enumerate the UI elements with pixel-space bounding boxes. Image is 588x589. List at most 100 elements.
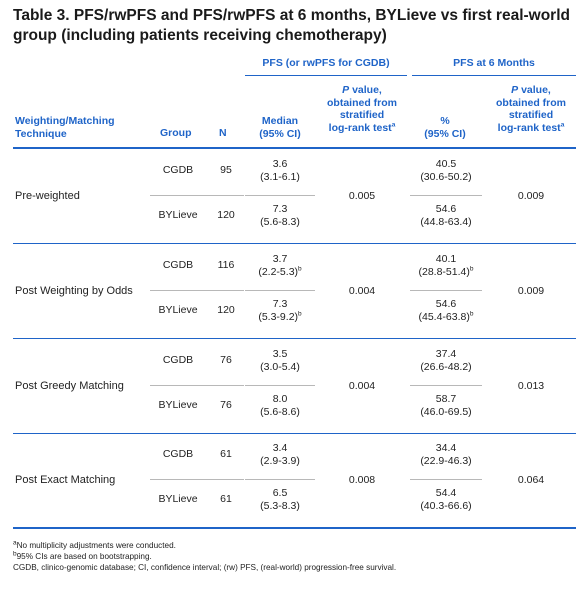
p-value-pfs: 0.004: [348, 380, 376, 392]
median-ci: (2.2-5.3)b: [258, 265, 302, 278]
percent-cell: 40.1 (28.8-51.4)b: [410, 253, 482, 279]
block-separator: [13, 243, 576, 244]
row-separator: [245, 385, 315, 386]
percent-ci: (46.0-69.5): [420, 406, 472, 418]
row-separator: [410, 290, 482, 291]
median-ci: (5.6-8.6): [260, 406, 300, 418]
p-value-pfs: 0.004: [348, 285, 376, 297]
percent-value: 54.6: [435, 298, 457, 310]
median-value: 3.6: [272, 158, 288, 170]
footnote-abbreviations: CGDB, clinico-genomic database; CI, conf…: [13, 563, 397, 572]
n-value: 120: [217, 304, 235, 316]
header-percent: % (95% CI): [424, 115, 466, 140]
percent-cell: 40.5 (30.6-50.2): [410, 158, 482, 184]
title-line-2: group (including patients receiving chem…: [13, 26, 387, 44]
median-value: 7.3: [272, 298, 288, 310]
median-ci: (3.1-6.1): [260, 171, 300, 183]
rule-header-bottom: [13, 147, 576, 149]
percent-value: 37.4: [435, 348, 457, 360]
p-value-pfs6: 0.013: [517, 380, 545, 392]
percent-cell: 54.6 (45.4-63.8)b: [410, 298, 482, 324]
percent-ci: (44.8-63.4): [420, 216, 472, 228]
n-value: 61: [220, 493, 232, 505]
group-label: CGDB: [162, 448, 194, 460]
header-technique: Weighting/Matching Technique: [15, 115, 115, 140]
median-value: 8.0: [272, 393, 288, 405]
percent-value: 40.5: [435, 158, 457, 170]
median-cell: 3.7 (2.2-5.3)b: [245, 253, 315, 279]
p-value-pfs6: 0.009: [517, 190, 545, 202]
rule-pfs6-group: [412, 75, 576, 76]
group-label: BYLieve: [158, 493, 198, 505]
median-cell: 7.3 (5.3-9.2)b: [245, 298, 315, 324]
title-line-1: Table 3. PFS/rwPFS and PFS/rwPFS at 6 mo…: [13, 7, 570, 24]
footnote-a: aNo multiplicity adjustments were conduc…: [13, 539, 176, 550]
n-value: 76: [220, 354, 232, 366]
percent-value: 54.4: [435, 487, 457, 499]
median-cell: 3.4 (2.9-3.9): [245, 442, 315, 468]
header-group: Group: [160, 127, 192, 139]
row-separator: [245, 290, 315, 291]
group-label: BYLieve: [158, 399, 198, 411]
n-value: 120: [217, 209, 235, 221]
percent-ci: (28.8-51.4)b: [418, 265, 474, 278]
group-label: CGDB: [162, 164, 194, 176]
technique-label: Post Greedy Matching: [15, 380, 124, 392]
percent-cell: 54.4 (40.3-66.6): [410, 487, 482, 513]
median-value: 3.7: [272, 253, 288, 265]
technique-label: Post Exact Matching: [15, 474, 116, 486]
percent-value: 58.7: [435, 393, 457, 405]
median-ci: (5.3-8.3): [260, 500, 300, 512]
median-value: 7.3: [272, 203, 288, 215]
row-separator: [410, 479, 482, 480]
block-separator: [13, 527, 576, 529]
technique-label: Post Weighting by Odds: [15, 285, 133, 297]
technique-label: Pre-weighted: [15, 190, 80, 202]
header-median: Median (95% CI): [259, 115, 301, 140]
row-separator: [410, 195, 482, 196]
median-ci: (2.9-3.9): [260, 455, 300, 467]
percent-ci: (40.3-66.6): [420, 500, 472, 512]
percent-value: 54.6: [435, 203, 457, 215]
percent-ci: (45.4-63.8)b: [418, 310, 474, 323]
block-separator: [13, 338, 576, 339]
row-separator: [150, 195, 244, 196]
n-value: 76: [220, 399, 232, 411]
median-ci: (5.6-8.3): [260, 216, 300, 228]
row-separator: [245, 479, 315, 480]
median-cell: 3.6 (3.1-6.1): [245, 158, 315, 184]
p-value-pfs: 0.008: [348, 474, 376, 486]
percent-ci: (22.9-46.3): [420, 455, 472, 467]
header-pvalue-pfs6: P value, obtained from stratified log-ra…: [496, 84, 566, 134]
group-label: CGDB: [162, 354, 194, 366]
percent-ci: (30.6-50.2): [420, 171, 472, 183]
row-separator: [150, 290, 244, 291]
row-separator: [245, 195, 315, 196]
median-cell: 7.3 (5.6-8.3): [245, 203, 315, 229]
group-label: BYLieve: [158, 209, 198, 221]
percent-cell: 34.4 (22.9-46.3): [410, 442, 482, 468]
row-separator: [410, 385, 482, 386]
percent-value: 40.1: [435, 253, 457, 265]
table-title: Table 3. PFS/rwPFS and PFS/rwPFS at 6 mo…: [13, 6, 583, 45]
median-cell: 3.5 (3.0-5.4): [245, 348, 315, 374]
median-cell: 6.5 (5.3-8.3): [245, 487, 315, 513]
n-value: 61: [220, 448, 232, 460]
header-pfs-group: PFS (or rwPFS for CGDB): [262, 57, 390, 69]
header-pfs6-group: PFS at 6 Months: [453, 57, 535, 69]
n-value: 116: [217, 259, 235, 271]
percent-cell: 37.4 (26.6-48.2): [410, 348, 482, 374]
row-separator: [150, 479, 244, 480]
n-value: 95: [220, 164, 232, 176]
row-separator: [150, 385, 244, 386]
p-value-pfs6: 0.009: [517, 285, 545, 297]
median-cell: 8.0 (5.6-8.6): [245, 393, 315, 419]
group-label: CGDB: [162, 259, 194, 271]
footnote-b: b95% CIs are based on bootstrapping.: [13, 550, 152, 561]
header-pvalue-pfs: P value, obtained from stratified log-ra…: [327, 84, 397, 134]
median-value: 3.5: [272, 348, 288, 360]
rule-pfs-group: [245, 75, 407, 76]
median-ci: (5.3-9.2)b: [258, 310, 302, 323]
percent-ci: (26.6-48.2): [420, 361, 472, 373]
block-separator: [13, 433, 576, 434]
